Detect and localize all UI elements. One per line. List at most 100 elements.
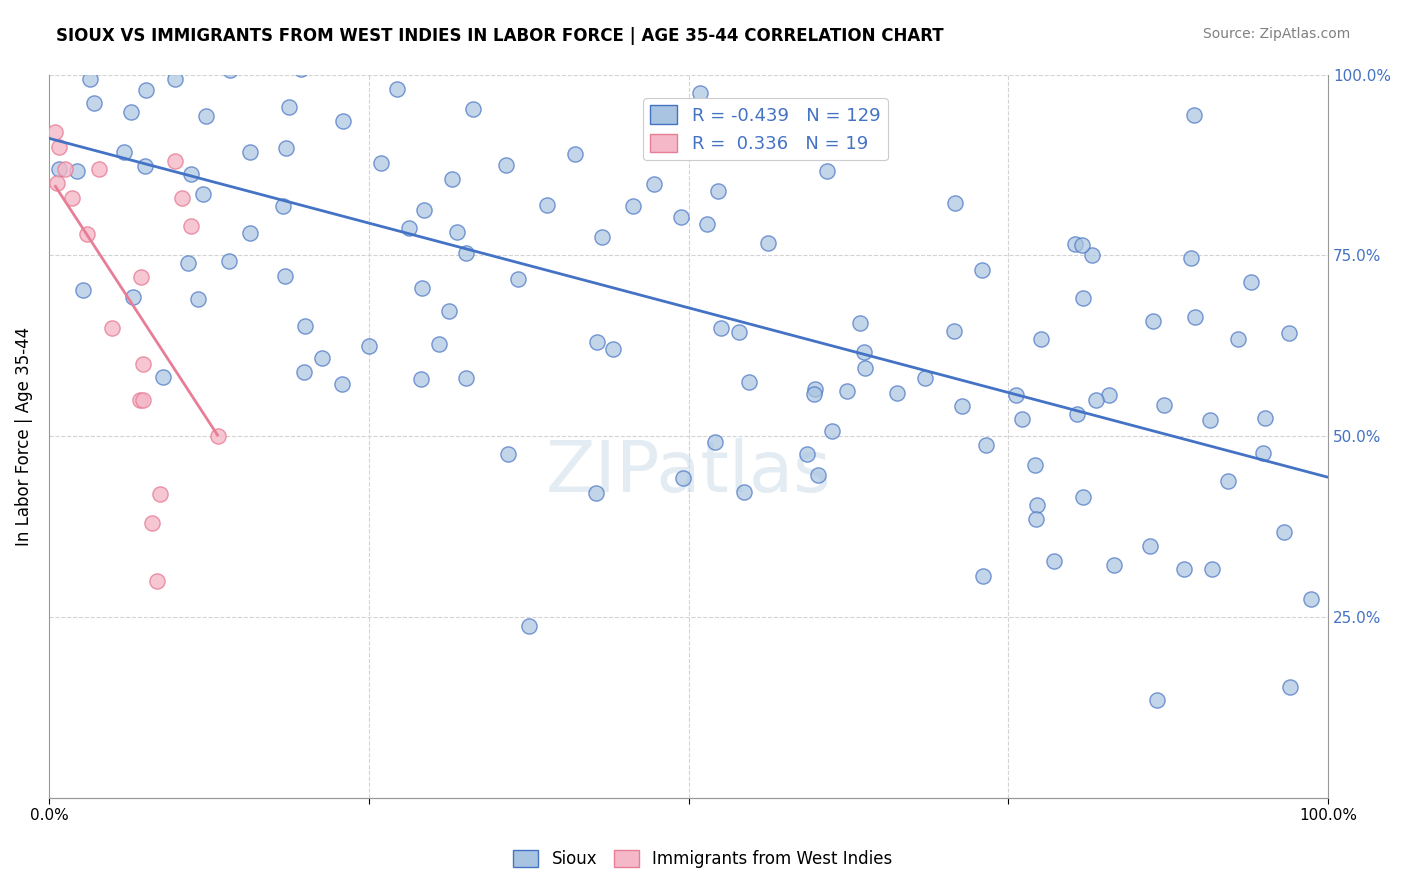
Point [970, 263, 993, 277]
Text: ZIPatlas: ZIPatlas [546, 438, 831, 507]
Point [48, 140, 70, 154]
Point [122, 290, 145, 304]
Point [1071, 237, 1094, 252]
Point [1071, 490, 1094, 504]
Point [138, 40, 160, 54]
Point [195, 109, 218, 123]
Point [974, 438, 997, 452]
Point [1218, 474, 1240, 488]
Point [163, 154, 186, 169]
Point [852, 344, 875, 359]
Point [292, 365, 315, 379]
Point [853, 361, 876, 376]
Point [97, 31, 120, 45]
Point [218, 253, 240, 268]
Point [1184, 310, 1206, 325]
Point [98, 31, 121, 45]
Point [172, 190, 194, 204]
Point [141, 516, 163, 530]
Point [101, 320, 124, 334]
Point [446, 225, 468, 239]
Point [821, 424, 844, 438]
Point [835, 384, 858, 398]
Point [689, 87, 711, 101]
Point [53, 161, 76, 176]
Point [564, 147, 586, 161]
Point [1025, 512, 1047, 526]
Point [942, 324, 965, 338]
Point [132, 393, 155, 408]
Legend: Sioux, Immigrants from West Indies: Sioux, Immigrants from West Indies [506, 843, 900, 875]
Point [498, 447, 520, 461]
Point [45, 176, 67, 190]
Point [1142, 314, 1164, 328]
Point [1278, 681, 1301, 695]
Point [148, 487, 170, 501]
Point [83, 95, 105, 110]
Point [943, 196, 966, 211]
Point [495, 157, 517, 171]
Point [756, 236, 779, 251]
Point [1272, 525, 1295, 540]
Point [146, 574, 169, 588]
Point [207, 429, 229, 443]
Point [1173, 561, 1195, 575]
Point [536, 197, 558, 211]
Point [1182, 108, 1205, 122]
Point [1024, 458, 1046, 473]
Point [46, 56, 69, 70]
Point [621, 199, 644, 213]
Point [738, 375, 761, 389]
Point [728, 325, 751, 339]
Point [1199, 412, 1222, 426]
Point [398, 221, 420, 235]
Text: SIOUX VS IMMIGRANTS FROM WEST INDIES IN LABOR FORCE | AGE 35-44 CORRELATION CHAR: SIOUX VS IMMIGRANTS FROM WEST INDIES IN … [56, 27, 943, 45]
Point [180, 167, 202, 181]
Point [412, 203, 434, 218]
Point [914, 370, 936, 384]
Point [672, 471, 695, 485]
Point [703, 435, 725, 450]
Point [710, 320, 733, 334]
Point [1227, 332, 1250, 346]
Point [273, 269, 295, 284]
Point [239, 145, 262, 160]
Point [1064, 236, 1087, 251]
Point [239, 226, 262, 240]
Point [804, 382, 827, 396]
Point [1153, 398, 1175, 412]
Point [1102, 558, 1125, 573]
Point [128, 393, 150, 408]
Point [886, 385, 908, 400]
Point [643, 178, 665, 192]
Point [436, 31, 458, 45]
Point [65, 163, 87, 178]
Point [48, 161, 70, 176]
Point [437, 304, 460, 318]
Point [114, 145, 136, 160]
Point [1098, 388, 1121, 402]
Point [72, 283, 94, 297]
Point [191, 187, 214, 202]
Text: Source: ZipAtlas.com: Source: ZipAtlas.com [1202, 27, 1350, 41]
Point [44, 125, 66, 139]
Point [1029, 332, 1052, 346]
Point [132, 357, 155, 371]
Point [972, 569, 994, 583]
Legend: R = -0.439   N = 129, R =  0.336   N = 19: R = -0.439 N = 129, R = 0.336 N = 19 [643, 98, 887, 161]
Point [294, 318, 316, 333]
Point [1240, 275, 1263, 289]
Point [848, 316, 870, 330]
Point [180, 219, 202, 234]
Point [152, 370, 174, 384]
Point [332, 113, 354, 128]
Point [177, 256, 200, 270]
Point [385, 82, 408, 96]
Point [187, 292, 209, 306]
Point [121, 104, 143, 119]
Point [330, 377, 353, 392]
Point [517, 619, 540, 633]
Point [245, 31, 267, 45]
Point [429, 31, 451, 45]
Point [1026, 498, 1049, 512]
